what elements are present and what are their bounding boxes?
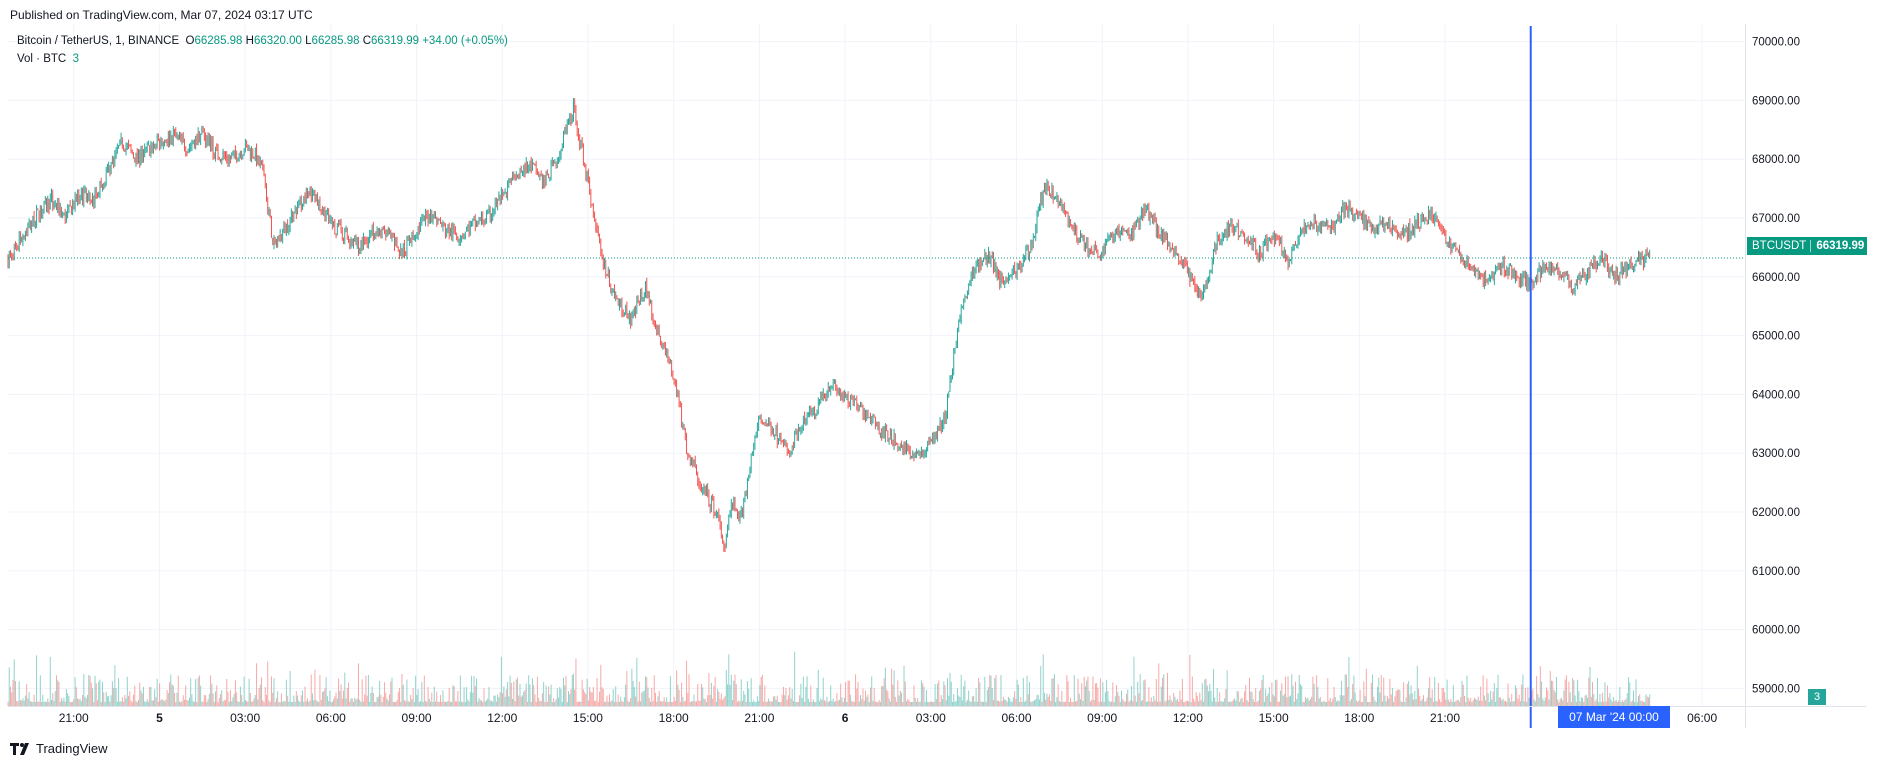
x-tick-label: 09:00 — [1087, 711, 1117, 725]
volume-bars — [7, 651, 1651, 706]
y-tick-label: 63000.00 — [1752, 448, 1800, 460]
x-tick-label: 12:00 — [487, 711, 517, 725]
x-tick-label: 6 — [842, 711, 849, 725]
x-tick-label: 18:00 — [1344, 711, 1374, 725]
tradingview-logo-icon — [10, 742, 29, 755]
low-value: 66285.98 — [311, 35, 360, 47]
x-tick-label: 06:00 — [1001, 711, 1031, 725]
y-tick-label: 66000.00 — [1752, 272, 1800, 284]
y-tick-label: 62000.00 — [1752, 507, 1800, 519]
close-value: 66319.99 — [371, 35, 419, 47]
last-price-tag: BTCUSDT 66319.99 — [1747, 237, 1867, 255]
x-tick-label: 12:00 — [1173, 711, 1203, 725]
x-tick-label: 18:00 — [659, 711, 689, 725]
crosshair-date-label: 07 Mar '24 00:00 — [1558, 706, 1670, 728]
candles — [7, 98, 1651, 553]
y-tick-label: 69000.00 — [1752, 95, 1800, 107]
price-tag-value: 66319.99 — [1816, 240, 1865, 252]
chart-grid — [8, 24, 1745, 706]
price-tag-symbol: BTCUSDT — [1747, 240, 1812, 252]
y-tick-label: 59000.00 — [1752, 683, 1800, 695]
x-tick-label: 06:00 — [1687, 711, 1717, 725]
volume-value: 3 — [72, 53, 80, 65]
x-tick-label: 03:00 — [916, 711, 946, 725]
x-tick-label: 15:00 — [1259, 711, 1289, 725]
y-tick-label: 70000.00 — [1752, 37, 1800, 49]
high-value: 66320.00 — [253, 35, 302, 47]
y-tick-label: 65000.00 — [1752, 331, 1800, 343]
volume-legend: Vol · BTC 3 — [17, 53, 79, 65]
high-label: H — [245, 35, 254, 47]
x-tick-label: 09:00 — [402, 711, 432, 725]
x-tick-label: 21:00 — [59, 711, 89, 725]
y-axis-labels: 70000.00 69000.00 68000.00 67000.00 66000.00… — [1752, 37, 1800, 696]
x-tick-label: 03:00 — [230, 711, 260, 725]
low-label: L — [305, 35, 312, 47]
x-tick-label: 21:00 — [744, 711, 774, 725]
published-note: Published on TradingView.com, Mar 07, 20… — [10, 8, 313, 22]
symbol-name: Bitcoin / TetherUS, 1, BINANCE — [17, 35, 180, 47]
y-tick-label: 60000.00 — [1752, 625, 1800, 637]
y-tick-label: 67000.00 — [1752, 213, 1800, 225]
x-tick-label: 06:00 — [316, 711, 346, 725]
open-label: O — [185, 35, 195, 47]
ohlc-legend: Bitcoin / TetherUS, 1, BINANCE O66285.98… — [17, 35, 508, 47]
change-value: +34.00 (+0.05%) — [422, 35, 508, 47]
close-label: C — [362, 35, 372, 47]
brand-name: TradingView — [36, 741, 108, 756]
x-tick-label: 5 — [156, 711, 163, 725]
volume-tag: 3 — [1808, 689, 1826, 705]
y-tick-label: 61000.00 — [1752, 566, 1800, 578]
x-tick-label: 21:00 — [1430, 711, 1460, 725]
footer-brand[interactable]: TradingView — [10, 741, 108, 756]
y-tick-label: 68000.00 — [1752, 154, 1800, 166]
open-value: 66285.98 — [194, 35, 243, 47]
x-axis-labels: 21:00 5 03:00 06:00 09:00 12:00 15:00 18:00 21:0… — [59, 711, 1718, 725]
volume-label: Vol · BTC — [17, 53, 67, 65]
y-tick-label: 64000.00 — [1752, 389, 1800, 401]
x-tick-label: 15:00 — [573, 711, 603, 725]
